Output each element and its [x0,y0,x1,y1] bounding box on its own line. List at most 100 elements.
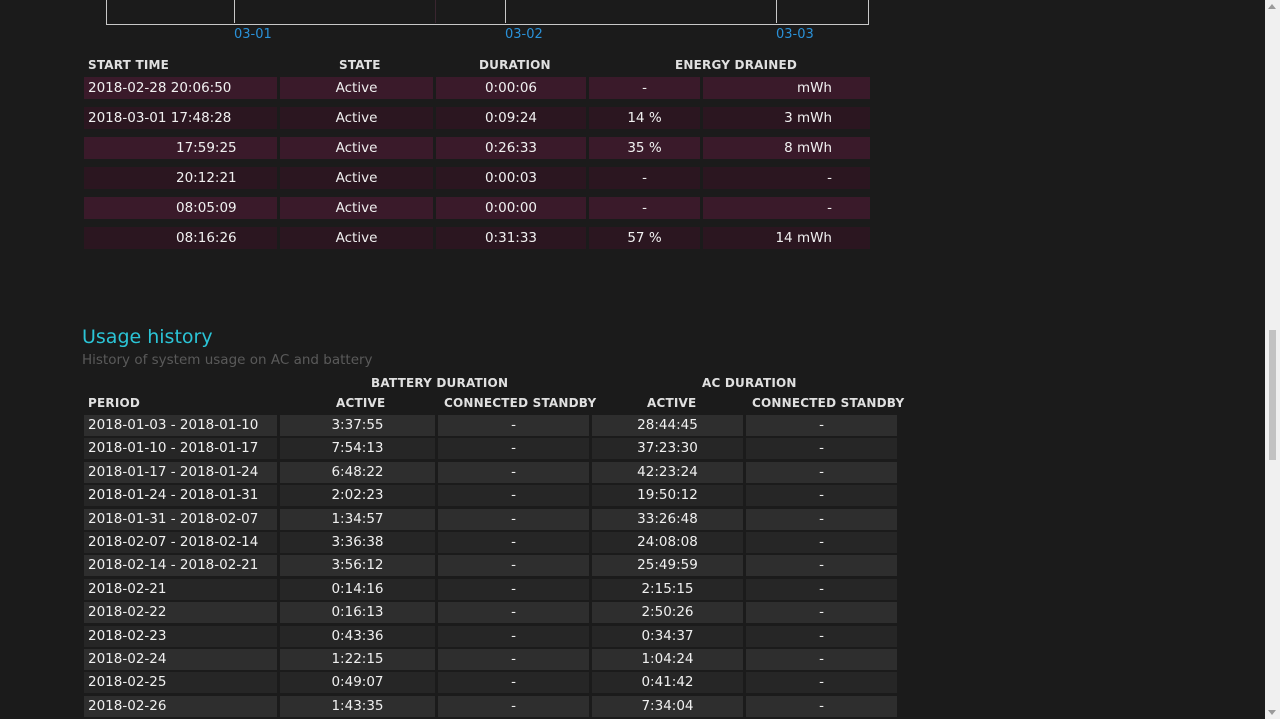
cell-ac-standby: - [746,461,897,483]
table-row: 2018-01-24 - 2018-01-31 2:02:23-19:50:12- [84,485,897,507]
cell-energy-mwh: mWh [703,77,870,99]
cell-ac-active: 33:26:48 [592,508,743,530]
cell-battery-standby: - [438,485,589,507]
cell-duration: 0:26:33 [436,137,586,159]
chart-gridline [234,0,235,23]
cell-period: 2018-01-31 - 2018-02-07 [84,508,277,530]
cell-battery-standby: - [438,438,589,460]
cell-state: Active [280,137,433,159]
vertical-scrollbar[interactable] [1265,0,1280,719]
cell-battery-active: 0:43:36 [280,625,435,647]
header-battery-active: ACTIVE [336,396,386,410]
cell-period: 2018-02-23 [84,625,277,647]
table-row: 2018-02-25 0:49:07-0:41:42- [84,672,897,694]
cell-start-time: 17:59:25 [84,137,277,159]
cell-state: Active [280,227,433,249]
cell-duration: 0:00:03 [436,167,586,189]
table-row: 2018-01-10 - 2018-01-17 7:54:13-37:23:30- [84,438,897,460]
cell-battery-active: 2:02:23 [280,485,435,507]
cell-ac-active: 28:44:45 [592,415,743,436]
cell-battery-active: 3:36:38 [280,532,435,553]
header-period: PERIOD [88,396,141,410]
cell-energy-percent: - [589,167,700,189]
header-ac-standby: CONNECTED STANDBY [752,396,905,410]
cell-ac-standby: - [746,578,897,600]
cell-duration: 0:31:33 [436,227,586,249]
cell-ac-standby: - [746,695,897,717]
chart-gridline [776,0,777,23]
cell-ac-standby: - [746,555,897,577]
cell-ac-active: 37:23:30 [592,438,743,460]
header-ac-duration: AC DURATION [702,376,797,390]
cell-battery-standby: - [438,532,589,553]
cell-duration: 0:09:24 [436,107,586,129]
header-ac-active: ACTIVE [647,396,697,410]
cell-battery-active: 0:16:13 [280,602,435,624]
cell-battery-active: 6:48:22 [280,461,435,483]
header-energy-drained: ENERGY DRAINED [675,58,798,72]
table-row: 2018-02-28 20:06:50 Active 0:00:06- mWh [84,77,870,99]
cell-energy-percent: 14 % [589,107,700,129]
cell-state: Active [280,107,433,129]
cell-ac-active: 0:34:37 [592,625,743,647]
cell-battery-standby: - [438,508,589,530]
cell-battery-active: 1:43:35 [280,695,435,717]
section-title: Usage history [82,326,213,348]
table-row: 2018-01-17 - 2018-01-24 6:48:22-42:23:24- [84,461,897,483]
cell-duration: 0:00:00 [436,197,586,219]
header-state: STATE [339,58,381,72]
cell-start-time: 2018-02-28 20:06:50 [84,77,277,99]
table-row: 08:05:09 Active 0:00:00- - [84,197,870,219]
table-row: 2018-01-31 - 2018-02-07 1:34:57-33:26:48- [84,508,897,530]
cell-energy-mwh: 3 mWh [703,107,870,129]
cell-duration: 0:00:06 [436,77,586,99]
cell-battery-active: 7:54:13 [280,438,435,460]
cell-battery-standby: - [438,672,589,694]
cell-ac-active: 2:15:15 [592,578,743,600]
scroll-down-icon[interactable] [1268,710,1276,715]
cell-ac-standby: - [746,649,897,670]
cell-period: 2018-01-10 - 2018-01-17 [84,438,277,460]
cell-period: 2018-01-03 - 2018-01-10 [84,415,277,436]
cell-start-time: 20:12:21 [84,167,277,189]
table-row: 2018-02-14 - 2018-02-21 3:56:12-25:49:59- [84,555,897,577]
table-row: 2018-01-03 - 2018-01-10 3:37:55-28:44:45- [84,415,897,436]
cell-energy-percent: 35 % [589,137,700,159]
cell-battery-active: 0:14:16 [280,578,435,600]
cell-battery-standby: - [438,461,589,483]
table-row: 2018-02-24 1:22:15-1:04:24- [84,649,897,670]
cell-ac-active: 19:50:12 [592,485,743,507]
cell-battery-standby: - [438,555,589,577]
cell-battery-standby: - [438,602,589,624]
cell-period: 2018-01-24 - 2018-01-31 [84,485,277,507]
table-row: 2018-02-23 0:43:36-0:34:37- [84,625,897,647]
cell-period: 2018-02-22 [84,602,277,624]
chart-session-mark [435,0,436,23]
chart-tick-label: 03-02 [505,27,543,42]
table-row: 20:12:21 Active 0:00:03- - [84,167,870,189]
scroll-up-icon[interactable] [1268,4,1276,9]
section-subtitle: History of system usage on AC and batter… [82,352,373,368]
cell-state: Active [280,167,433,189]
table-row: 2018-02-22 0:16:13-2:50:26- [84,602,897,624]
chart-tick-label: 03-01 [234,27,272,42]
cell-ac-standby: - [746,672,897,694]
cell-ac-active: 25:49:59 [592,555,743,577]
cell-battery-active: 1:22:15 [280,649,435,670]
header-battery-standby: CONNECTED STANDBY [444,396,597,410]
cell-battery-active: 3:56:12 [280,555,435,577]
cell-energy-mwh: 8 mWh [703,137,870,159]
cell-battery-standby: - [438,578,589,600]
table-row: 17:59:25 Active 0:26:33 35 % 8 mWh [84,137,870,159]
cell-energy-percent: 57 % [589,227,700,249]
cell-start-time: 08:16:26 [84,227,277,249]
cell-battery-standby: - [438,649,589,670]
scroll-thumb[interactable] [1269,330,1276,460]
cell-period: 2018-02-24 [84,649,277,670]
table-row: 2018-03-01 17:48:28 Active 0:09:24 14 % 3 mW… [84,107,870,129]
cell-start-time: 2018-03-01 17:48:28 [84,107,277,129]
cell-ac-active: 7:34:04 [592,695,743,717]
cell-ac-active: 2:50:26 [592,602,743,624]
cell-battery-standby: - [438,415,589,436]
header-duration: DURATION [479,58,551,72]
